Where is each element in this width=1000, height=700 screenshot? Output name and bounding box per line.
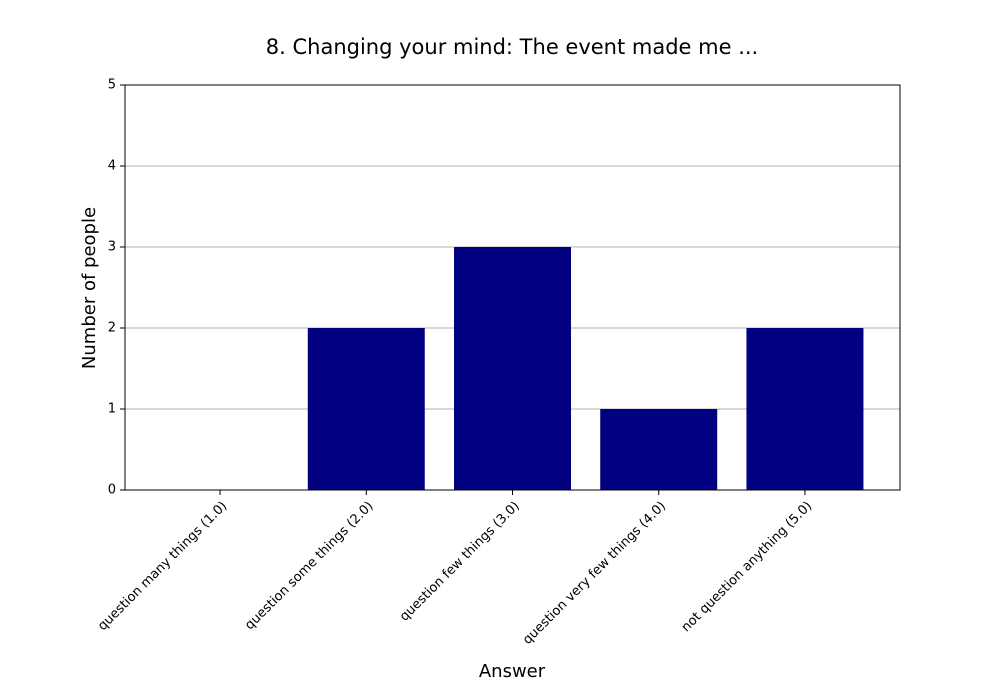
bar (746, 328, 864, 490)
y-tick-label: 5 (108, 78, 116, 93)
y-axis-label: Number of people (79, 207, 100, 369)
y-tick-label: 3 (108, 240, 116, 255)
y-tick-label: 1 (108, 402, 116, 417)
y-tick-label: 0 (108, 483, 116, 498)
y-tick-label: 2 (108, 321, 116, 336)
bar (307, 328, 425, 490)
x-axis-label: Answer (479, 661, 546, 682)
plot-frame (124, 84, 901, 491)
bar (454, 247, 571, 490)
y-tick-label: 4 (108, 159, 116, 174)
chart-title: 8. Changing your mind: The event made me… (266, 35, 758, 59)
bar (600, 409, 718, 490)
